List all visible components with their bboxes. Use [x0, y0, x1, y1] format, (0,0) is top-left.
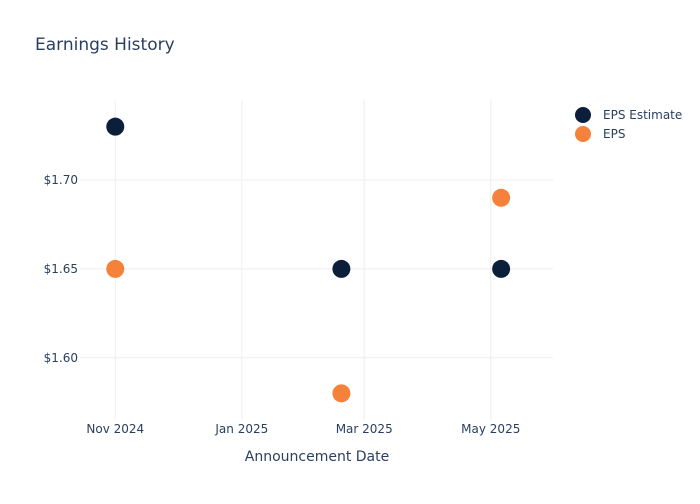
eps-estimate-point[interactable] — [332, 259, 351, 278]
eps-point[interactable] — [332, 384, 351, 403]
data-points — [106, 117, 511, 403]
chart-title: Earnings History — [35, 35, 175, 55]
legend-marker-eps-estimate[interactable] — [575, 107, 591, 123]
tick-labels: Nov 2024 Jan 2025 Mar 2025 May 2025 $1.60 $1.… — [44, 173, 521, 436]
eps-estimate-point[interactable] — [492, 259, 511, 278]
x-tick-label: May 2025 — [461, 422, 520, 436]
y-tick-label: $1.65 — [44, 262, 78, 276]
x-tick-label: Jan 2025 — [214, 422, 268, 436]
legend: EPS Estimate EPS — [575, 107, 682, 142]
x-tick-label: Nov 2024 — [86, 422, 144, 436]
x-tick-label: Mar 2025 — [336, 422, 393, 436]
y-tick-label: $1.60 — [44, 351, 78, 365]
grid-layer — [80, 100, 553, 420]
legend-label-eps[interactable]: EPS — [603, 127, 625, 141]
eps-estimate-point[interactable] — [106, 117, 125, 136]
y-tick-label: $1.70 — [44, 173, 78, 187]
eps-point[interactable] — [492, 188, 511, 207]
legend-label-eps-estimate[interactable]: EPS Estimate — [603, 108, 682, 122]
x-axis-title: Announcement Date — [245, 449, 389, 465]
legend-marker-eps[interactable] — [575, 126, 591, 142]
eps-point[interactable] — [106, 259, 125, 278]
